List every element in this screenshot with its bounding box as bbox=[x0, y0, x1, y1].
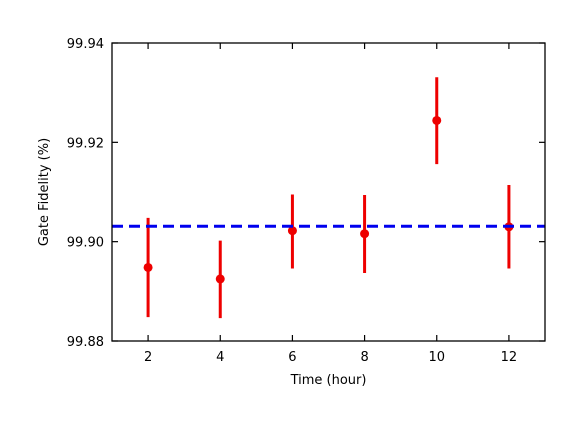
x-tick-label: 2 bbox=[144, 350, 152, 365]
data-point bbox=[432, 115, 442, 125]
x-tick-label: 8 bbox=[360, 350, 368, 365]
plot-frame bbox=[111, 42, 546, 342]
x-tick-label: 10 bbox=[428, 350, 445, 365]
data-point bbox=[143, 262, 153, 272]
y-tick-label: 99.92 bbox=[67, 136, 104, 151]
data-points bbox=[143, 115, 514, 284]
y-tick-label: 99.90 bbox=[67, 236, 104, 251]
data-point bbox=[215, 274, 225, 284]
x-tick-label: 4 bbox=[216, 350, 224, 365]
x-tick-label: 6 bbox=[288, 350, 296, 365]
x-axis-label: Time (hour) bbox=[290, 373, 367, 388]
data-point bbox=[360, 229, 370, 239]
x-axis-ticks: 2 4 6 8 10 12 bbox=[144, 43, 517, 365]
error-bars bbox=[146, 77, 511, 319]
data-point bbox=[287, 226, 297, 236]
y-axis-ticks: 99.88 99.90 99.92 99.94 bbox=[67, 37, 545, 350]
y-tick-label: 99.94 bbox=[67, 37, 104, 52]
y-tick-label: 99.88 bbox=[67, 335, 104, 350]
y-axis-label: Gate Fidelity (%) bbox=[37, 138, 52, 246]
x-tick-label: 12 bbox=[501, 350, 518, 365]
